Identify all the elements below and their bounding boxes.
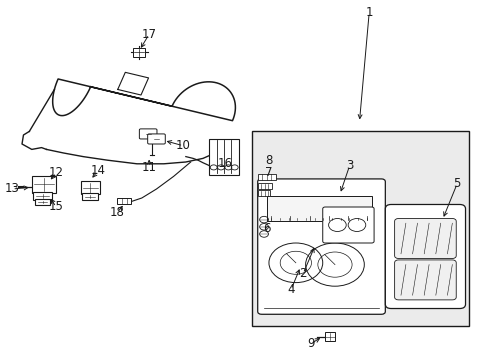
Bar <box>81 181 100 194</box>
Text: 13: 13 <box>5 183 20 195</box>
Text: 18: 18 <box>110 206 124 219</box>
Bar <box>133 48 145 57</box>
FancyBboxPatch shape <box>257 179 385 314</box>
FancyBboxPatch shape <box>322 207 373 243</box>
Bar <box>266 196 371 221</box>
Text: 5: 5 <box>452 177 460 190</box>
Text: 4: 4 <box>286 283 294 296</box>
FancyBboxPatch shape <box>394 260 455 300</box>
FancyBboxPatch shape <box>139 129 157 139</box>
Text: 8: 8 <box>264 154 272 167</box>
Bar <box>257 190 269 196</box>
Text: 3: 3 <box>345 159 353 172</box>
Bar <box>209 139 238 175</box>
Text: 6: 6 <box>262 222 270 235</box>
Text: 9: 9 <box>306 337 314 350</box>
Bar <box>82 193 98 200</box>
Text: 10: 10 <box>176 139 190 152</box>
Bar <box>33 192 52 200</box>
Text: 11: 11 <box>142 161 156 174</box>
Bar <box>324 332 335 341</box>
FancyBboxPatch shape <box>385 204 465 309</box>
Text: 14: 14 <box>90 165 105 177</box>
Text: 2: 2 <box>299 267 306 280</box>
Bar <box>257 174 276 180</box>
Bar <box>32 176 56 193</box>
Bar <box>251 131 468 326</box>
Bar <box>257 183 272 189</box>
FancyBboxPatch shape <box>394 219 455 258</box>
Text: 15: 15 <box>49 201 63 213</box>
Bar <box>117 198 131 204</box>
Text: 7: 7 <box>264 166 272 179</box>
Text: 12: 12 <box>49 166 63 179</box>
Text: 16: 16 <box>217 157 232 170</box>
Text: 1: 1 <box>365 6 372 19</box>
Bar <box>35 199 50 205</box>
Text: 17: 17 <box>142 28 156 41</box>
FancyBboxPatch shape <box>147 134 165 144</box>
